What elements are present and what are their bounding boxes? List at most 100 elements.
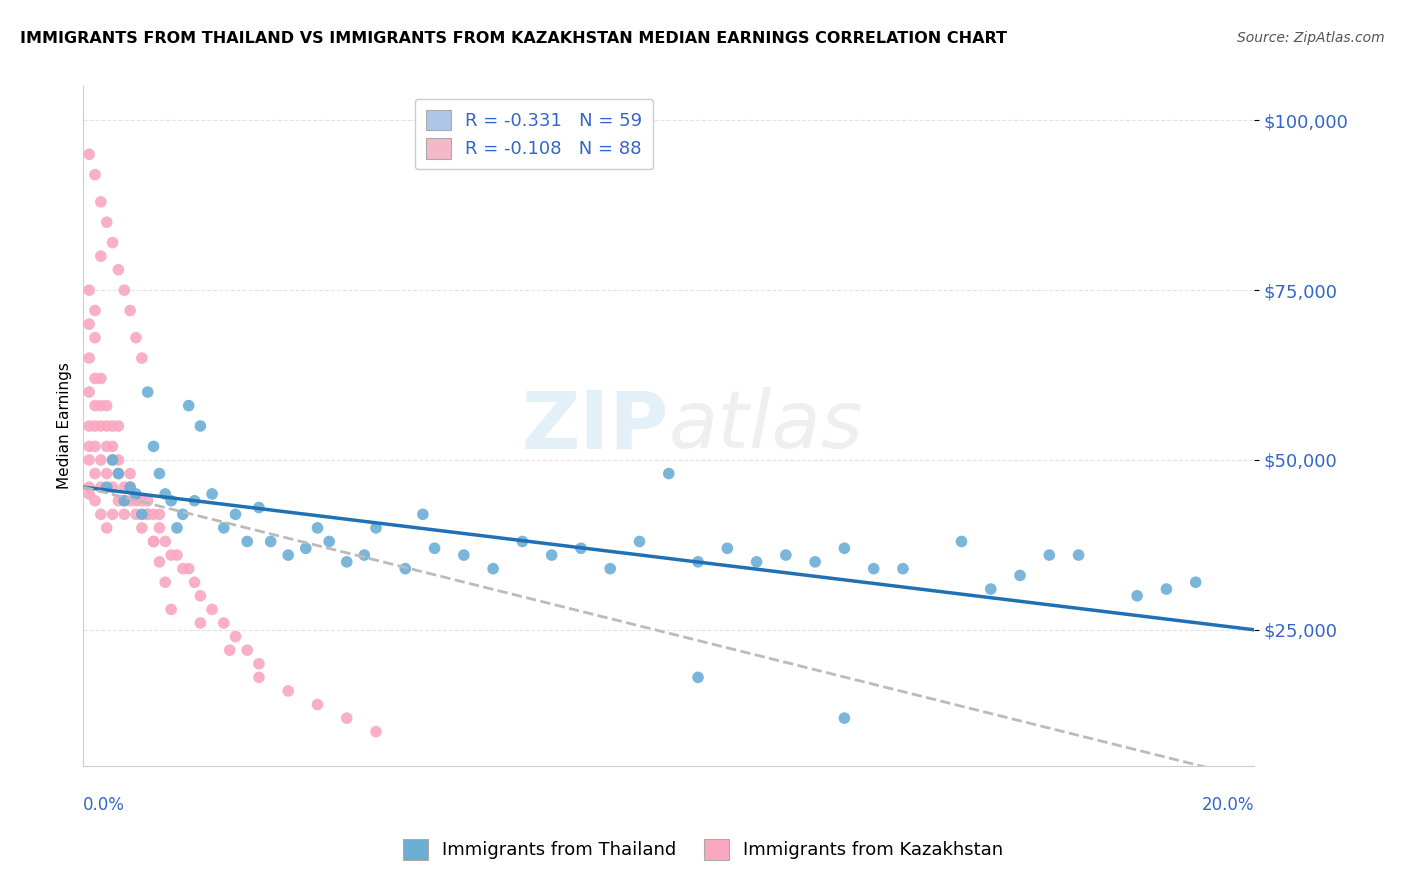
Point bbox=[77, 439, 100, 453]
Point bbox=[318, 534, 340, 549]
Point bbox=[90, 194, 112, 209]
Point bbox=[101, 508, 124, 522]
Point bbox=[628, 534, 651, 549]
Point bbox=[136, 508, 159, 522]
Point bbox=[148, 555, 170, 569]
Point bbox=[107, 467, 129, 481]
Text: IMMIGRANTS FROM THAILAND VS IMMIGRANTS FROM KAZAKHSTAN MEDIAN EARNINGS CORRELATI: IMMIGRANTS FROM THAILAND VS IMMIGRANTS F… bbox=[20, 31, 1007, 46]
Point bbox=[183, 493, 205, 508]
Point bbox=[142, 439, 165, 453]
Point bbox=[277, 684, 299, 698]
Point bbox=[84, 399, 107, 413]
Point bbox=[77, 147, 100, 161]
Point bbox=[172, 562, 194, 576]
Point bbox=[155, 534, 177, 549]
Point bbox=[177, 399, 200, 413]
Point bbox=[90, 480, 112, 494]
Point bbox=[364, 521, 387, 535]
Point bbox=[125, 487, 148, 501]
Point bbox=[236, 534, 259, 549]
Point bbox=[120, 303, 142, 318]
Point bbox=[96, 399, 118, 413]
Point bbox=[107, 493, 129, 508]
Point bbox=[155, 487, 177, 501]
Point bbox=[247, 670, 270, 684]
Point bbox=[569, 541, 592, 556]
Point bbox=[112, 493, 135, 508]
Point bbox=[980, 582, 1002, 596]
Y-axis label: Median Earnings: Median Earnings bbox=[58, 362, 72, 490]
Point bbox=[1008, 568, 1031, 582]
Point bbox=[336, 555, 359, 569]
Point bbox=[107, 467, 129, 481]
Point bbox=[84, 371, 107, 385]
Point bbox=[77, 480, 100, 494]
Point bbox=[160, 548, 183, 562]
Point bbox=[101, 480, 124, 494]
Legend: R = -0.331   N = 59, R = -0.108   N = 88: R = -0.331 N = 59, R = -0.108 N = 88 bbox=[415, 99, 654, 169]
Point bbox=[394, 562, 416, 576]
Point bbox=[90, 508, 112, 522]
Point bbox=[84, 467, 107, 481]
Point bbox=[131, 521, 153, 535]
Point bbox=[804, 555, 827, 569]
Point bbox=[1156, 582, 1178, 596]
Point bbox=[136, 385, 159, 400]
Point bbox=[658, 467, 681, 481]
Point bbox=[834, 711, 856, 725]
Point bbox=[96, 439, 118, 453]
Point bbox=[125, 508, 148, 522]
Point bbox=[247, 657, 270, 671]
Point bbox=[96, 215, 118, 229]
Point bbox=[148, 508, 170, 522]
Point bbox=[142, 534, 165, 549]
Point bbox=[307, 521, 329, 535]
Text: Source: ZipAtlas.com: Source: ZipAtlas.com bbox=[1237, 31, 1385, 45]
Point bbox=[77, 487, 100, 501]
Point bbox=[166, 521, 188, 535]
Point bbox=[125, 493, 148, 508]
Point bbox=[120, 467, 142, 481]
Point bbox=[96, 419, 118, 434]
Point bbox=[125, 331, 148, 345]
Point bbox=[190, 589, 212, 603]
Point bbox=[225, 508, 247, 522]
Point bbox=[120, 480, 142, 494]
Point bbox=[84, 439, 107, 453]
Point bbox=[834, 541, 856, 556]
Point bbox=[277, 548, 299, 562]
Point bbox=[686, 670, 709, 684]
Point bbox=[101, 419, 124, 434]
Point bbox=[512, 534, 534, 549]
Text: ZIP: ZIP bbox=[522, 387, 669, 465]
Point bbox=[412, 508, 434, 522]
Legend: Immigrants from Thailand, Immigrants from Kazakhstan: Immigrants from Thailand, Immigrants fro… bbox=[395, 831, 1011, 867]
Point bbox=[423, 541, 446, 556]
Point bbox=[101, 235, 124, 250]
Point bbox=[1126, 589, 1149, 603]
Point bbox=[172, 508, 194, 522]
Point bbox=[177, 562, 200, 576]
Point bbox=[84, 168, 107, 182]
Point bbox=[891, 562, 914, 576]
Point bbox=[950, 534, 973, 549]
Point bbox=[107, 453, 129, 467]
Point bbox=[364, 724, 387, 739]
Point bbox=[190, 615, 212, 630]
Point bbox=[136, 508, 159, 522]
Point bbox=[112, 508, 135, 522]
Point bbox=[84, 493, 107, 508]
Point bbox=[1184, 575, 1206, 590]
Point bbox=[148, 521, 170, 535]
Point bbox=[482, 562, 505, 576]
Point bbox=[107, 262, 129, 277]
Point bbox=[136, 493, 159, 508]
Point bbox=[84, 303, 107, 318]
Point bbox=[1038, 548, 1060, 562]
Text: atlas: atlas bbox=[669, 387, 863, 465]
Point bbox=[453, 548, 475, 562]
Point bbox=[259, 534, 281, 549]
Point bbox=[148, 467, 170, 481]
Point bbox=[101, 439, 124, 453]
Point bbox=[212, 521, 235, 535]
